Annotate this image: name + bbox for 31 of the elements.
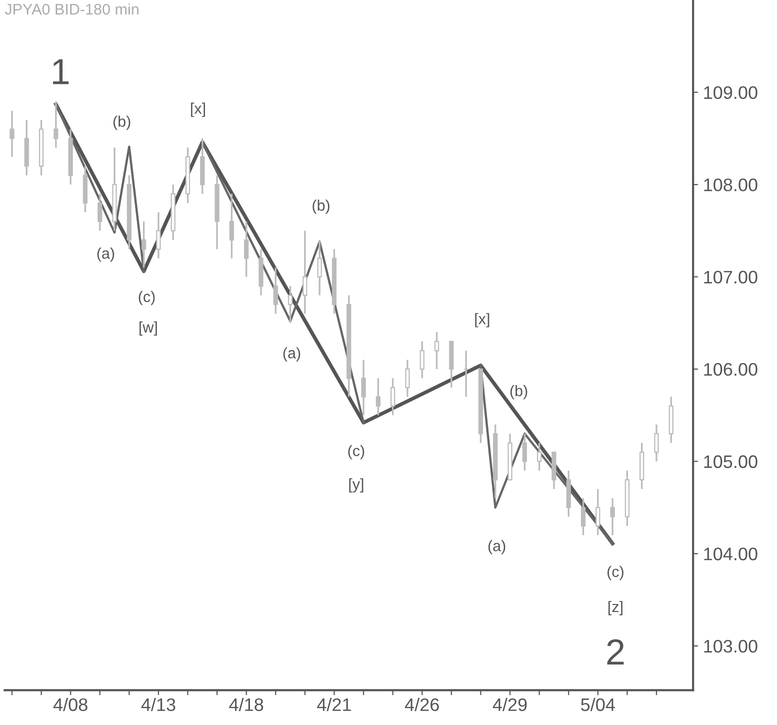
annotation: (a) bbox=[97, 248, 114, 262]
y-tick-label: 105.00 bbox=[704, 455, 758, 468]
annotation: (c) bbox=[348, 445, 364, 460]
y-tick-label: 109.00 bbox=[704, 86, 758, 99]
annotation: (c) bbox=[607, 566, 624, 580]
annotation: [x] bbox=[191, 102, 205, 117]
x-tick-label: 4/29 bbox=[492, 698, 527, 712]
y-tick-label: 108.00 bbox=[704, 178, 758, 192]
y-tick-label: 103.00 bbox=[704, 640, 758, 653]
annotation: [w] bbox=[140, 321, 157, 336]
annotation: [z] bbox=[608, 600, 622, 616]
chart-title: JPYA0 BID-180 min bbox=[4, 3, 138, 15]
y-tick-label: 104.00 bbox=[704, 548, 758, 560]
annotation: 2 bbox=[607, 639, 624, 664]
annotation: (a) bbox=[488, 540, 506, 554]
x-tick-label: 4/26 bbox=[404, 698, 439, 712]
annotation: 1 bbox=[53, 59, 69, 84]
x-tick-label: 4/08 bbox=[53, 698, 88, 712]
annotation: (c) bbox=[138, 290, 155, 306]
annotation: (b) bbox=[510, 385, 528, 400]
annotation: [y] bbox=[349, 478, 364, 492]
annotation: (b) bbox=[113, 116, 130, 130]
annotation: [x] bbox=[475, 313, 490, 328]
x-tick-label: 4/21 bbox=[317, 698, 351, 712]
x-tick-label: 4/18 bbox=[229, 698, 264, 712]
annotation: (a) bbox=[283, 347, 300, 362]
x-tick-label: 4/13 bbox=[141, 698, 176, 712]
y-tick-label: 106.00 bbox=[704, 363, 758, 376]
annotation: (b) bbox=[312, 200, 330, 214]
x-tick-label: 5/04 bbox=[581, 698, 615, 712]
y-tick-label: 107.00 bbox=[704, 270, 758, 284]
